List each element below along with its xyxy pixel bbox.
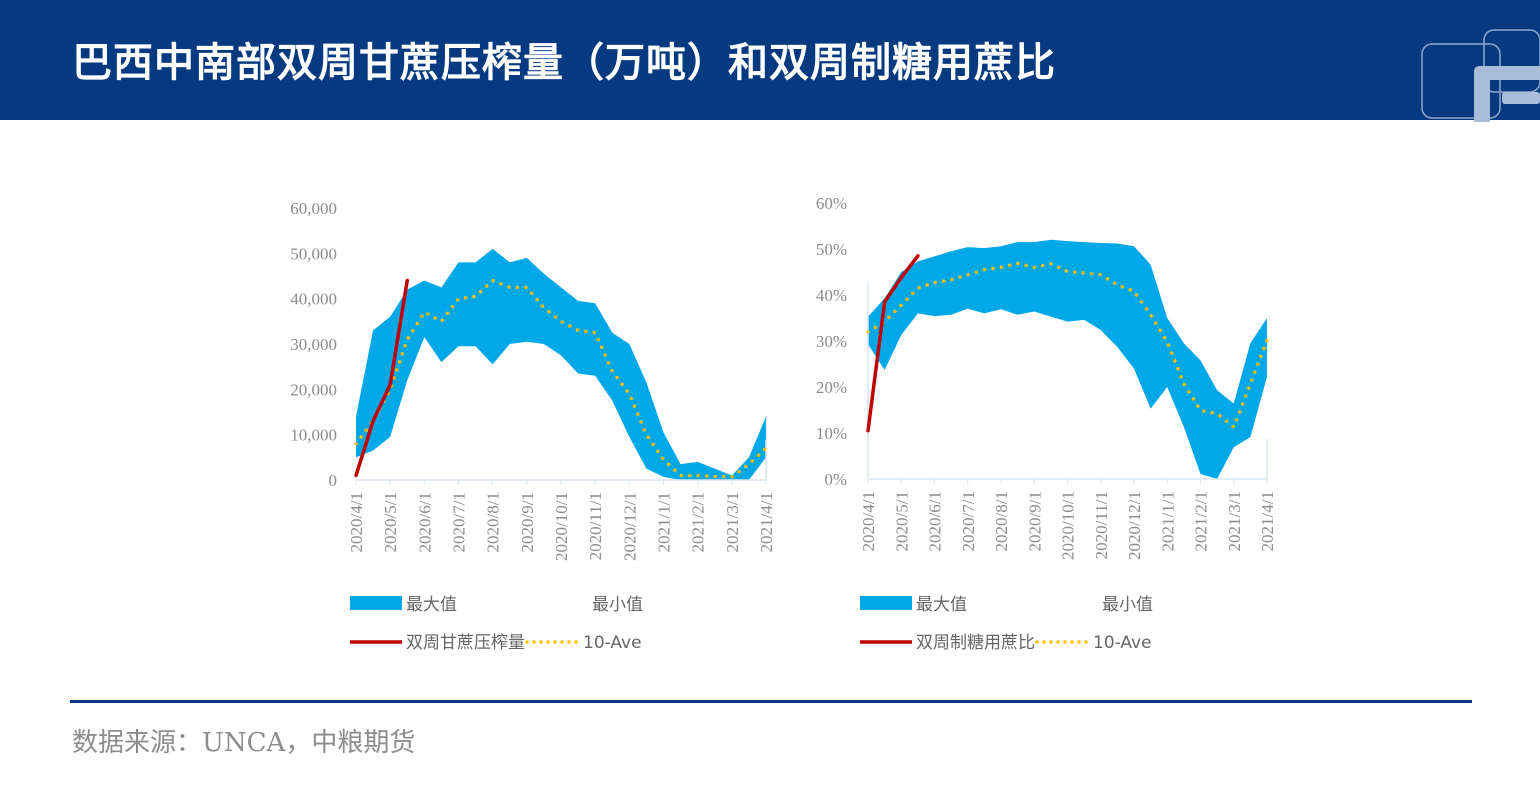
legend-max-swatch [860, 596, 912, 610]
current-season-line [354, 278, 409, 478]
y-tick-label: 40% [816, 286, 847, 305]
company-logo-icon [1421, 29, 1540, 122]
x-tick-label: 2021/4/1 [757, 492, 776, 552]
legend-current-label: 双周制糖用蔗比 [916, 633, 1035, 653]
y-tick-label: 50,000 [290, 244, 337, 263]
x-tick-label: 2020/12/1 [1125, 491, 1144, 560]
x-tick-label: 2020/6/1 [926, 491, 945, 551]
charts: 0 10,000 20,000 30,000 40,000 50,000 60,000 202… [290, 194, 1277, 653]
y-tick-label: 20% [816, 378, 847, 397]
y-tick-label: 30,000 [290, 335, 337, 354]
ten-year-average-line [866, 261, 1269, 430]
x-tick-label: 2021/2/1 [1192, 491, 1211, 551]
y-tick-label: 0 [329, 471, 338, 490]
x-tick-label: 2020/11/1 [586, 492, 605, 560]
x-tick-label: 2021/1/1 [655, 492, 674, 552]
x-tick-label: 2021/3/1 [723, 492, 742, 552]
y-tick-label: 30% [816, 332, 847, 351]
legend-ave-label: 10-Ave [1093, 633, 1152, 653]
source-note: 数据来源：UNCA，中粮期货 [72, 728, 416, 758]
x-tick-label: 2020/12/1 [620, 492, 639, 561]
y-tick-label: 10% [816, 424, 847, 443]
x-tick-label: 2020/6/1 [415, 492, 434, 552]
x-tick-label: 2020/5/1 [381, 492, 400, 552]
x-tick-label: 2020/5/1 [892, 491, 911, 551]
footer-divider [70, 700, 1472, 703]
legend-min-label: 最小值 [592, 595, 643, 615]
ten-year-average-line [354, 278, 768, 479]
x-tick-label: 2021/1/1 [1158, 491, 1177, 551]
chart-2: 0% 10% 20% 30% 40% 50% 60% 2020/4/1 2020/5/1 2020… [816, 194, 1277, 653]
legend-max-label: 最大值 [916, 595, 967, 615]
x-tick-label: 2020/7/1 [959, 491, 978, 551]
x-tick-label: 2020/10/1 [552, 492, 571, 561]
y-tick-label: 10,000 [290, 426, 337, 445]
x-tick-label: 2020/10/1 [1059, 491, 1078, 560]
x-tick-label: 2020/11/1 [1092, 491, 1111, 559]
max-min-band [868, 239, 1267, 479]
legend-max-label: 最大值 [406, 595, 457, 615]
x-tick-label: 2021/4/1 [1258, 491, 1277, 551]
x-tick-label: 2020/9/1 [518, 492, 537, 552]
x-tick-label: 2021/2/1 [689, 492, 708, 552]
x-tick-label: 2020/7/1 [450, 492, 469, 552]
y-tick-label: 50% [816, 240, 847, 259]
x-tick-label: 2020/4/1 [347, 492, 366, 552]
y-tick-label: 20,000 [290, 380, 337, 399]
y-tick-label: 40,000 [290, 290, 337, 309]
x-tick-label: 2020/8/1 [992, 491, 1011, 551]
max-min-band [356, 248, 766, 480]
current-season-line [866, 254, 920, 433]
y-tick-label: 60,000 [290, 199, 337, 218]
legend-max-swatch [350, 596, 402, 610]
x-tick-label: 2020/8/1 [484, 492, 503, 552]
chart-1: 0 10,000 20,000 30,000 40,000 50,000 60,000 202… [290, 199, 776, 653]
x-tick-label: 2021/3/1 [1225, 491, 1244, 551]
x-tick-label: 2020/4/1 [859, 491, 878, 551]
title-bar: 巴西中南部双周甘蔗压榨量（万吨）和双周制糖用蔗比 [0, 0, 1540, 122]
x-tick-label: 2020/9/1 [1025, 491, 1044, 551]
y-tick-label: 60% [816, 194, 847, 213]
legend-min-label: 最小值 [1102, 595, 1153, 615]
legend-current-label: 双周甘蔗压榨量 [406, 633, 525, 653]
y-tick-label: 0% [824, 470, 847, 489]
slide-title: 巴西中南部双周甘蔗压榨量（万吨）和双周制糖用蔗比 [72, 40, 1056, 86]
legend-ave-label: 10-Ave [583, 633, 642, 653]
